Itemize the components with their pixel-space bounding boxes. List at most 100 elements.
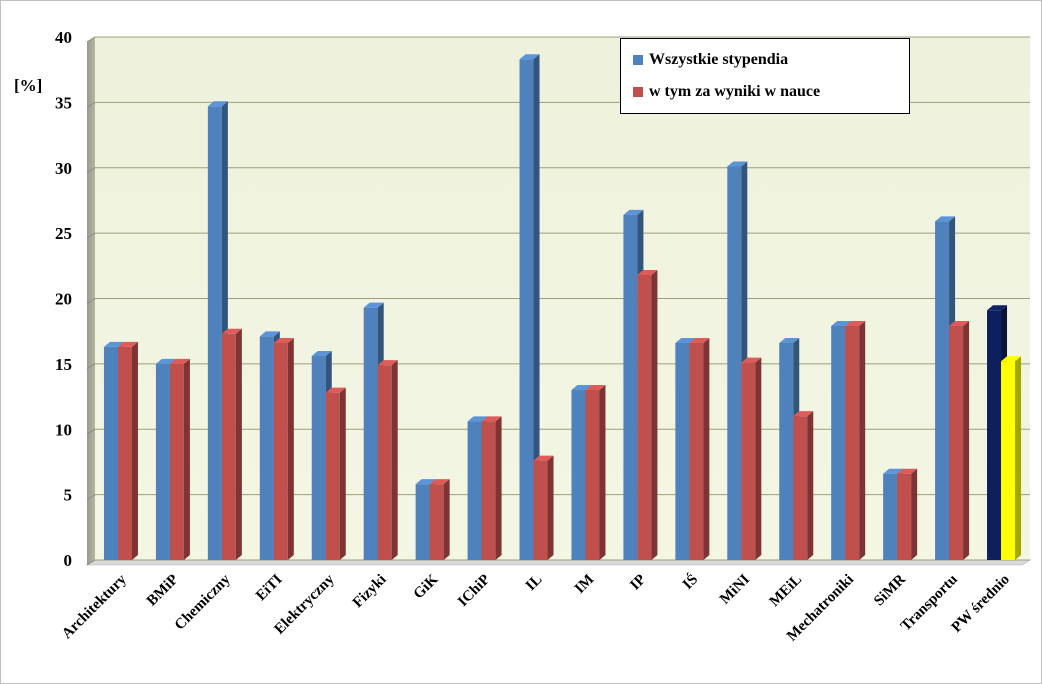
bar-front — [363, 307, 378, 560]
bar-front — [1001, 361, 1016, 560]
bar-academic-0 — [117, 341, 138, 560]
bar-front — [845, 325, 860, 560]
bar-top — [207, 101, 228, 107]
bar-front — [415, 484, 430, 560]
bar-front — [883, 473, 898, 560]
bar-academic-11 — [689, 337, 710, 560]
bar-front — [949, 325, 964, 560]
bar-top — [845, 320, 866, 326]
bar-front — [831, 325, 846, 560]
bar-front — [169, 363, 184, 560]
bar-front — [155, 363, 170, 560]
y-axis-ticks: 0 5 10 15 20 25 30 35 40 — [55, 28, 72, 570]
bar-academic-16 — [949, 320, 970, 560]
bar-front — [117, 346, 132, 560]
bar-front — [779, 342, 794, 560]
bar-top — [585, 385, 606, 391]
legend-item-academic-results: w tym za wyniki w nauce — [633, 83, 820, 101]
bar-front — [987, 310, 1002, 560]
bar-front — [103, 346, 118, 560]
bar-front — [585, 390, 600, 560]
bar-front — [325, 392, 340, 560]
bar-top — [259, 331, 280, 337]
x-category-label: IL — [523, 572, 546, 595]
bar-academic-12 — [741, 357, 762, 560]
bar-front — [935, 221, 950, 561]
bar-top — [949, 320, 970, 326]
bar-front — [481, 421, 496, 560]
x-category-label: MEiL — [767, 572, 805, 610]
bar-top — [779, 337, 800, 343]
bar-academic-5 — [377, 360, 398, 560]
x-category-label: Architektury — [59, 571, 130, 642]
x-category-label: IM — [572, 572, 597, 597]
bar-academic-10 — [637, 269, 658, 560]
bar-side — [859, 320, 866, 560]
bar-front — [727, 166, 742, 560]
bar-front — [273, 342, 288, 560]
bar-top — [117, 341, 138, 347]
bar-front — [467, 421, 482, 560]
bar-all-8 — [519, 54, 540, 560]
bar-academic-2 — [221, 328, 242, 560]
x-category-label: BMiP — [144, 572, 182, 610]
bar-front — [637, 274, 652, 560]
bar-side — [547, 455, 554, 560]
bar-top — [831, 320, 852, 326]
bar-top — [325, 387, 346, 393]
bar-side — [599, 385, 606, 560]
bar-front — [623, 214, 638, 560]
y-tick-label: 35 — [55, 93, 72, 112]
x-category-label: IP — [627, 572, 649, 594]
bar-side — [235, 328, 242, 560]
bar-side — [755, 357, 762, 560]
bar-front — [897, 473, 912, 560]
bar-top — [155, 358, 176, 364]
bar-side — [1015, 356, 1022, 560]
bar-top — [637, 269, 658, 275]
bar-front — [519, 59, 534, 560]
bar-top — [571, 385, 592, 391]
bar-academic-4 — [325, 387, 346, 560]
gridline-depth — [86, 559, 96, 566]
gridline-depth — [86, 494, 96, 501]
bar-side — [443, 479, 450, 560]
bar-top — [481, 416, 502, 422]
bar-front — [533, 460, 548, 560]
bar-top — [897, 468, 918, 474]
y-tick-label: 25 — [55, 224, 72, 243]
gridline-depth — [86, 232, 96, 239]
y-tick-label: 40 — [55, 28, 72, 47]
bar-front — [311, 356, 326, 560]
gridline-depth — [86, 167, 96, 174]
bar-side — [495, 416, 502, 560]
bar-side — [131, 341, 138, 560]
bar-side — [287, 337, 294, 560]
x-category-label: Fizyki — [350, 572, 390, 612]
gridlines — [86, 36, 1030, 566]
legend: Wszystkie stypendia w tym za wyniki w na… — [620, 38, 910, 114]
bar-front — [377, 365, 392, 560]
x-category-label: EiTI — [253, 571, 286, 604]
bar-top — [741, 357, 762, 363]
x-category-label: GiK — [411, 571, 442, 602]
bar-academic-17 — [1001, 356, 1022, 560]
bar-academic-3 — [273, 337, 294, 560]
bar-side — [911, 468, 918, 560]
legend-label: w tym za wyniki w nauce — [649, 83, 821, 100]
x-category-label: SiMR — [871, 571, 909, 609]
bars — [103, 54, 1022, 561]
x-category-label: IChiP — [455, 572, 493, 610]
bar-top — [727, 161, 748, 167]
bar-academic-7 — [481, 416, 502, 560]
bar-side — [391, 360, 398, 560]
bar-top — [169, 358, 190, 364]
legend-label: Wszystkie stypendia — [649, 51, 789, 68]
legend-swatch-blue — [633, 55, 643, 65]
y-tick-label: 20 — [55, 290, 72, 309]
bar-side — [963, 320, 970, 560]
bar-academic-1 — [169, 358, 190, 560]
bar-top — [883, 468, 904, 474]
bar-top — [273, 337, 294, 343]
bar-top — [103, 341, 124, 347]
